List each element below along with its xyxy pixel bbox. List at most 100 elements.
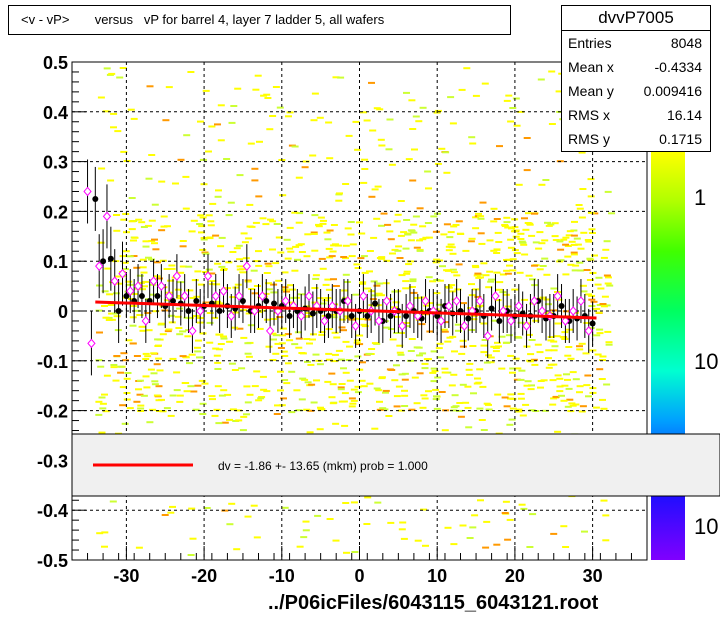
density-cell [455, 263, 463, 266]
density-cell [361, 158, 369, 161]
density-cell [265, 265, 273, 268]
density-cell [294, 258, 301, 261]
density-cell [366, 270, 373, 273]
density-cell [462, 401, 470, 404]
density-cell [129, 324, 137, 327]
data-point-open [188, 326, 197, 336]
density-cell [514, 367, 522, 370]
density-cell [363, 119, 371, 122]
density-cell [472, 94, 480, 97]
density-cell [495, 288, 503, 291]
density-cell [324, 238, 332, 241]
density-cell [272, 86, 280, 88]
density-cell [113, 315, 121, 318]
data-point-filled [92, 195, 99, 202]
density-cell [584, 239, 592, 241]
density-cell [332, 539, 340, 542]
density-cell [482, 274, 490, 277]
density-cell [312, 274, 320, 277]
density-cell [110, 366, 118, 369]
density-cell [443, 223, 451, 226]
density-cell [582, 352, 590, 355]
density-cell [251, 385, 259, 388]
density-cell [167, 511, 175, 514]
density-cell [350, 399, 358, 402]
density-cell [169, 394, 177, 397]
density-cell [521, 217, 528, 220]
density-cell [398, 274, 406, 277]
density-cell [524, 222, 532, 224]
density-cell [588, 305, 596, 307]
density-cell [441, 330, 449, 333]
density-cell [494, 341, 501, 344]
density-cell [517, 397, 525, 400]
density-cell [375, 389, 383, 392]
density-cell [265, 345, 273, 348]
density-cell [459, 383, 467, 386]
data-point-filled [216, 308, 223, 314]
data-point-filled [325, 312, 332, 319]
density-cell [528, 384, 535, 387]
density-cell [450, 409, 458, 412]
density-cell [302, 520, 310, 523]
density-cell [481, 339, 489, 341]
x-tick-label: 30 [583, 566, 603, 586]
density-cell [156, 410, 163, 412]
density-cell [120, 218, 128, 221]
density-cell [539, 265, 547, 267]
density-cell [507, 120, 515, 123]
data-point-open [141, 316, 150, 326]
data-point-open [102, 211, 112, 222]
density-cell [440, 328, 448, 331]
density-cell [191, 279, 199, 282]
density-cell [207, 220, 215, 223]
density-cell [199, 248, 207, 251]
density-cell [328, 372, 336, 375]
density-cell [568, 402, 576, 405]
density-cell [359, 282, 367, 285]
density-cell [337, 358, 345, 361]
palette-label-bottom: 10 [694, 514, 718, 539]
density-cell [599, 355, 607, 358]
density-cell [388, 163, 396, 166]
palette-label-top: 1 [694, 185, 706, 210]
data-point-open [522, 321, 531, 331]
density-cell [517, 238, 525, 240]
density-cell [177, 271, 185, 274]
density-cell [371, 188, 379, 191]
density-cell [360, 255, 368, 258]
density-cell [550, 287, 558, 290]
density-cell [176, 333, 184, 336]
density-cell [107, 304, 115, 306]
density-cell [360, 181, 368, 184]
density-cell [330, 244, 338, 247]
density-cell [220, 337, 228, 340]
density-cell [129, 316, 137, 319]
density-cell [194, 270, 202, 273]
density-cell [474, 272, 482, 275]
density-cell [501, 512, 509, 514]
density-cell [436, 279, 444, 282]
density-cell [423, 304, 431, 307]
data-point-open [219, 286, 228, 296]
density-cell [479, 385, 487, 388]
density-cell [471, 264, 479, 267]
density-cell [583, 269, 591, 271]
density-cell [102, 410, 110, 413]
density-cell [295, 409, 303, 412]
density-cell [393, 405, 401, 408]
density-cell [150, 372, 158, 375]
density-cell [480, 344, 488, 347]
density-cell [208, 125, 216, 128]
density-cell [530, 358, 538, 361]
density-cell [263, 390, 271, 393]
density-cell [576, 385, 584, 388]
density-cell [203, 507, 211, 509]
density-cell [459, 345, 467, 348]
density-cell [545, 349, 553, 352]
density-cell [298, 251, 306, 253]
density-cell [294, 331, 302, 334]
density-cell [255, 195, 263, 198]
density-cell [433, 292, 441, 295]
density-cell [236, 268, 244, 271]
